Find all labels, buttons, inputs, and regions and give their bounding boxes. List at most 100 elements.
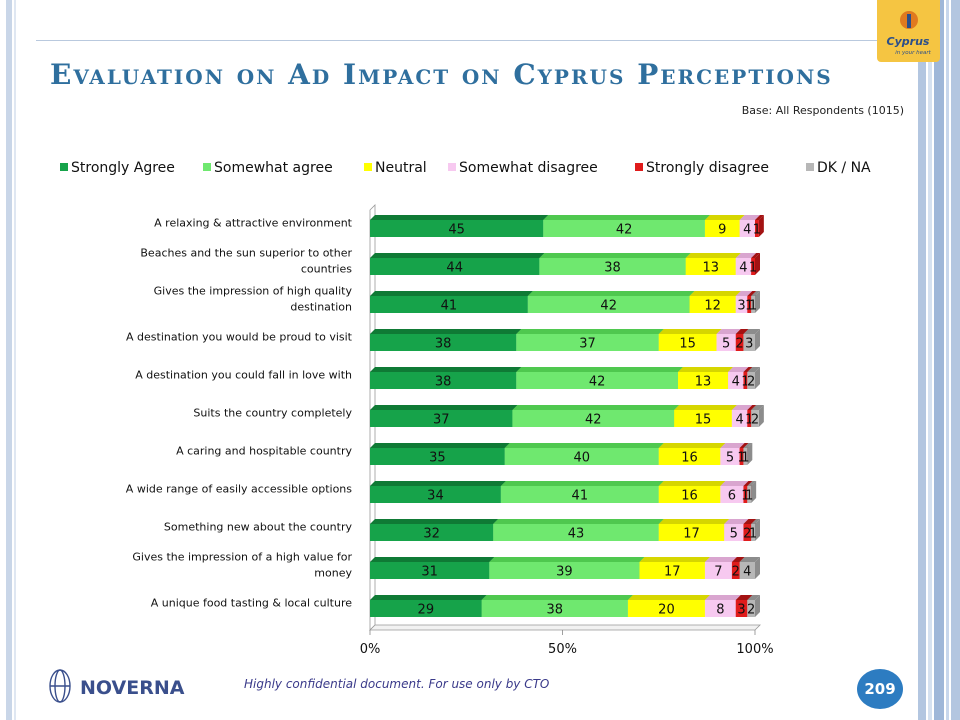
- bar-segment-strongly-agree: [370, 329, 522, 351]
- legend-label-dk-na: DK / NA: [817, 160, 871, 176]
- legend-label-somewhat-disagree: Somewhat disagree: [459, 160, 598, 176]
- bar-segment-strongly-agree: [370, 481, 506, 503]
- bar-value-label: 1: [753, 223, 761, 238]
- bar-segment-strongly-disagree: [751, 253, 760, 275]
- bar-segment-strongly-agree: [370, 557, 495, 579]
- bar-segment-neutral: [658, 519, 730, 541]
- bar-segment-somewhat-disagree: [716, 329, 741, 351]
- bar-value-label: 2: [743, 527, 751, 542]
- category-label: A unique food tasting & local culture: [151, 597, 352, 610]
- bar-value-label: 1: [741, 451, 749, 466]
- legend-swatch-strongly-disagree: [635, 163, 643, 171]
- bar-segment-neutral: [678, 367, 734, 389]
- bar-segment-somewhat-disagree: [724, 519, 749, 541]
- bar-value-label: 39: [556, 565, 573, 580]
- bar-value-label: 9: [718, 223, 726, 238]
- bar-segment-strongly-disagree: [747, 405, 757, 427]
- legend-label-neutral: Neutral: [375, 160, 427, 176]
- bar-segment-dk-na: [743, 329, 760, 351]
- chart-axes: 0% 50% 100%: [360, 204, 774, 657]
- bar-segment-strongly-disagree: [731, 557, 745, 579]
- bar-segment-strongly-disagree: [743, 481, 753, 503]
- bar-value-label: 38: [604, 261, 621, 276]
- bar-segment-somewhat-agree: [489, 557, 645, 579]
- bar-value-label: 37: [433, 413, 450, 428]
- page-number-badge: 209: [857, 669, 903, 709]
- bar-segment-strongly-disagree: [743, 519, 757, 541]
- bar-value-label: 38: [435, 375, 452, 390]
- legend-swatch-somewhat-agree: [203, 163, 211, 171]
- bar-segment-somewhat-agree: [516, 329, 664, 351]
- bar-value-label: 17: [683, 527, 700, 542]
- bar-segment-strongly-agree: [370, 253, 545, 275]
- bar-segment-neutral: [639, 557, 710, 579]
- bar-value-label: 12: [704, 299, 721, 314]
- bar-value-label: 4: [739, 261, 747, 276]
- bar-segment-strongly-agree: [370, 215, 549, 237]
- bar-value-label: 20: [658, 603, 675, 618]
- bar-value-label: 4: [743, 223, 751, 238]
- legend-label-somewhat-agree: Somewhat agree: [214, 160, 333, 176]
- bar-value-label: 5: [722, 337, 730, 352]
- category-label: A relaxing & attractive environment: [154, 217, 353, 230]
- bar-segment-dk-na: [751, 405, 764, 427]
- bar-segment-somewhat-agree: [527, 291, 695, 313]
- category-label: Gives the impression of high quality: [154, 285, 353, 298]
- bar-value-label: 15: [695, 413, 712, 428]
- legend-label-strongly-agree: Strongly Agree: [71, 160, 175, 176]
- bar-value-label: 40: [573, 451, 590, 466]
- bar-value-label: 41: [441, 299, 458, 314]
- bar-segment-dk-na: [747, 367, 760, 389]
- base-note: Base: All Respondents (1015): [741, 104, 904, 117]
- axis-floor: [369, 624, 761, 631]
- bar-segment-somewhat-disagree: [735, 253, 757, 275]
- category-label: Gives the impression of a high value for: [132, 551, 352, 564]
- category-label: Beaches and the sun superior to other: [140, 247, 352, 260]
- bar-segment-strongly-agree: [370, 367, 522, 389]
- bar-segment-somewhat-agree: [493, 519, 664, 541]
- bar-segment-somewhat-agree: [500, 481, 664, 503]
- category-label: destination: [290, 301, 352, 314]
- legend-swatch-dk-na: [806, 163, 814, 171]
- bar-segment-strongly-agree: [370, 443, 510, 465]
- x-tick-label: 50%: [548, 642, 577, 657]
- bar-segment-strongly-disagree: [755, 215, 764, 237]
- legend-swatch-strongly-agree: [60, 163, 68, 171]
- bar-segment-neutral: [704, 215, 745, 237]
- bar-value-label: 2: [751, 413, 759, 428]
- bar-value-label: 15: [679, 337, 696, 352]
- bar-value-label: 2: [735, 337, 743, 352]
- bar-segment-somewhat-agree: [543, 215, 710, 237]
- bar-segment-somewhat-agree: [539, 253, 691, 275]
- bar-value-label: 42: [589, 375, 606, 390]
- bar-segment-neutral: [658, 481, 726, 503]
- bar-value-label: 4: [732, 375, 740, 390]
- bar-segment-strongly-agree: [370, 519, 499, 541]
- bar-segment-somewhat-disagree: [704, 557, 737, 579]
- category-label: Suits the country completely: [193, 407, 352, 420]
- bar-segment-somewhat-disagree: [720, 443, 745, 465]
- bar-segment-strongly-disagree: [747, 291, 757, 313]
- bar-segment-somewhat-disagree: [735, 291, 753, 313]
- bar-value-label: 6: [728, 489, 736, 504]
- bar-segment-dk-na: [739, 557, 760, 579]
- bar-segment-dk-na: [747, 481, 757, 503]
- bar-segment-strongly-disagree: [735, 595, 753, 617]
- cyprus-logo: Cyprus in your heart: [877, 0, 940, 62]
- bar-value-label: 44: [446, 261, 463, 276]
- bar-value-label: 32: [423, 527, 440, 542]
- bar-value-label: 3: [745, 337, 753, 352]
- bar-value-label: 41: [572, 489, 589, 504]
- legend-swatch-neutral: [364, 163, 372, 171]
- bar-value-label: 1: [749, 299, 757, 314]
- svg-text:NOVERNA: NOVERNA: [80, 677, 185, 699]
- bar-segment-dk-na: [747, 595, 760, 617]
- bar-value-label: 2: [747, 375, 755, 390]
- bar-value-label: 3: [737, 299, 745, 314]
- right-decor-bars: [918, 0, 960, 720]
- bar-value-label: 5: [730, 527, 738, 542]
- x-tick-label: 0%: [360, 642, 381, 657]
- bar-segment-strongly-agree: [370, 291, 533, 313]
- bar-value-label: 42: [585, 413, 602, 428]
